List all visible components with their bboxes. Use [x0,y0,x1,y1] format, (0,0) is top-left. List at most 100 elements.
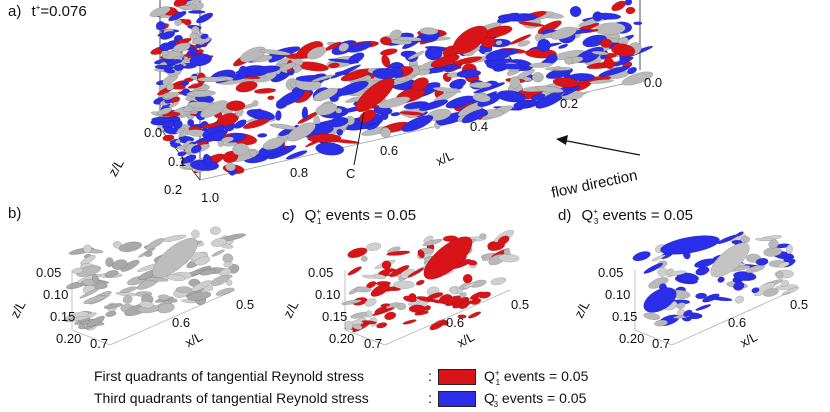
a-core-blob [306,46,327,60]
a-wall-blob [155,21,166,31]
c-x-tick-1: 0.6 [446,315,465,330]
b-blob [118,241,142,253]
legend-first-separator: : [428,368,432,384]
a-core-blob [469,81,492,89]
c-low-blob [384,311,397,320]
d-z-tick-2: 0.15 [612,309,638,324]
panel-d-title: d) Q+3 events = 0.05 [558,208,693,226]
c-blob [415,279,425,286]
c-blob [361,320,377,325]
a-core-blob [553,65,561,71]
legend-first-swatch [438,369,476,385]
d-blob [785,244,793,255]
b-blob [120,259,140,272]
c-blob [361,274,377,279]
a-core-blob [186,90,216,98]
a-core-blob [589,79,614,84]
a-core-blob [380,48,398,56]
a-core-blob [233,119,247,129]
b-blob [166,274,186,282]
c-blob [449,286,458,295]
a-core-blob [599,38,613,48]
a-wall-blob [160,31,175,40]
d-blob [734,295,745,304]
a-core-blob [254,108,265,119]
legend-third-q-rest: events = 0.05 [498,390,587,406]
b-blob [111,259,128,270]
legend-first-q-rest: events = 0.05 [500,368,589,384]
panel-d-sub: 3 [593,217,599,226]
c-z-tick-1: 0.10 [315,287,341,302]
d-x-tick-2: 0.5 [790,297,809,312]
legend-third-q-main: Q [484,390,495,406]
d-upper-q3 [660,235,720,255]
c-low-blob [457,314,467,319]
a-core-blob [411,77,429,91]
a-core-blob [328,116,349,128]
panel-a-isosurfaces [149,0,654,176]
c-low-blob [374,306,387,315]
b-z-tick-0: 0.05 [36,265,62,280]
b-blob [72,267,84,274]
a-core-blob [407,50,425,60]
a-wall-blob [177,151,187,157]
a-x-tick-3: 0.6 [380,143,399,158]
panel-c-q: Q [304,207,317,224]
c-blob [347,247,368,259]
d-z-tick-3: 0.20 [619,331,645,346]
d-blob [775,271,784,279]
a-core-blob [347,41,372,53]
a-core-blob [614,56,634,67]
a-core-blob [485,48,513,61]
panel-c-letter: c) [282,207,295,224]
legend-third-q: Q-3 events = 0.05 [484,391,586,409]
a-wall-blob [154,64,174,70]
d-blob [780,280,790,287]
c-low-blob [470,297,482,305]
a-wall-blob [175,127,186,134]
a-core-blob [521,76,532,82]
a-core-blob [509,76,521,89]
panel-c-title: c) Q+1 events = 0.05 [282,208,416,226]
c-blob [344,320,354,331]
c-low-blob [376,322,388,329]
b-blob [225,279,233,286]
a-core-blob [424,46,443,61]
a-wall-blob [159,42,172,52]
a-core-blob [330,64,361,79]
c-low-blob [467,311,482,319]
b-x-tick-0: 0.7 [90,336,109,351]
d-blob [781,286,800,296]
a-core-blob [285,150,308,160]
d-main-vortex [710,242,750,278]
legend-first-text: First quadrants of tangential Reynold st… [94,368,365,384]
c-low-blob [416,296,435,303]
c-blob [498,253,520,263]
d-blob [694,258,716,268]
b-main-vortex [152,237,198,279]
a-core-blob [315,142,345,156]
a-wall-blob [157,107,173,116]
a-core-blob [275,110,282,121]
d-blob [676,302,686,309]
a-core-blob [315,102,338,116]
d-blob [643,312,661,321]
b-blob [186,291,212,301]
c-blob [389,265,410,278]
a-wall-blob [165,59,183,65]
d-blob [695,304,712,311]
a-z-tick-1: 0.1 [168,154,187,169]
legend-row-third-quadrant: Third quadrants of tangential Reynold st… [0,390,830,410]
a-core-blob [611,0,627,12]
d-z-tick-1: 0.10 [605,287,631,302]
a-core-blob [380,127,391,138]
a-core-blob [531,71,544,83]
a-wall-blob [172,119,183,130]
b-blob [103,303,123,309]
a-wall-blob [166,83,175,91]
a-core-blob [530,93,546,101]
a-core-blob [545,54,558,65]
d-blob [717,276,725,283]
